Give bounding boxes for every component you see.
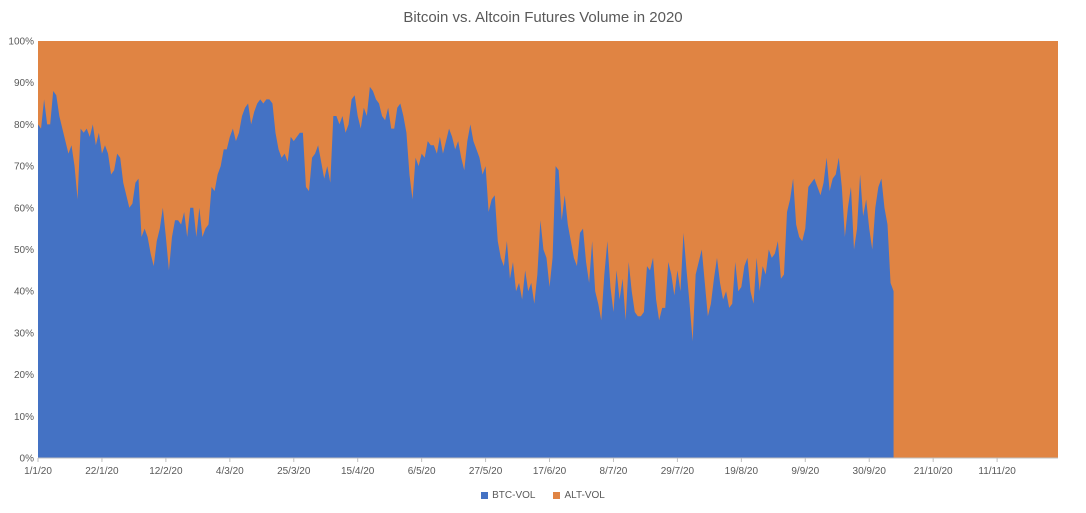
y-tick-label: 90% — [14, 78, 34, 89]
y-tick-label: 100% — [8, 37, 34, 48]
x-tick-label: 6/5/20 — [408, 466, 436, 477]
x-tick-label: 27/5/20 — [469, 466, 503, 477]
btc-vol-area — [38, 86, 894, 459]
x-axis: 1/1/20 22/1/20 12/2/20 4/3/20 25/3/20 15/4/20… — [24, 457, 1058, 477]
y-tick-label: 40% — [14, 287, 34, 298]
y-tick-label: 30% — [14, 328, 34, 339]
legend-swatch-alt — [553, 492, 561, 499]
y-axis: 0% 10% 20% 30% 40% 50% 60% 70% 80% 90% 100% — [8, 37, 34, 465]
x-tick-label: 21/10/20 — [914, 466, 953, 477]
plot-area — [38, 41, 1058, 459]
legend-label-btc: BTC-VOL — [492, 490, 536, 501]
x-tick-label: 11/11/20 — [978, 466, 1016, 477]
x-tick-label: 1/1/20 — [24, 466, 52, 477]
x-tick-label: 22/1/20 — [85, 466, 119, 477]
legend-item-alt: ALT-VOL — [553, 490, 605, 501]
y-tick-label: 50% — [14, 245, 34, 256]
chart-title: Bitcoin vs. Altcoin Futures Volume in 20… — [403, 9, 682, 26]
x-tick-label: 29/7/20 — [661, 466, 695, 477]
x-tick-label: 8/7/20 — [600, 466, 628, 477]
legend-swatch-btc — [481, 492, 489, 499]
x-tick-label: 19/8/20 — [725, 466, 759, 477]
x-tick-label: 25/3/20 — [277, 466, 311, 477]
x-tick-label: 4/3/20 — [216, 466, 244, 477]
x-tick-label: 17/6/20 — [533, 466, 567, 477]
y-tick-label: 10% — [14, 412, 34, 423]
legend-item-btc: BTC-VOL — [481, 490, 535, 501]
legend: BTC-VOL ALT-VOL — [0, 490, 1086, 501]
x-tick-label: 9/9/20 — [791, 466, 819, 477]
legend-label-alt: ALT-VOL — [564, 490, 605, 501]
x-tick-label: 12/2/20 — [149, 466, 183, 477]
x-tick-label: 15/4/20 — [341, 466, 375, 477]
y-tick-label: 0% — [20, 454, 35, 465]
x-tick-label: 30/9/20 — [853, 466, 887, 477]
y-tick-label: 70% — [14, 162, 34, 173]
y-tick-label: 80% — [14, 120, 34, 131]
y-tick-label: 20% — [14, 370, 34, 381]
y-tick-label: 60% — [14, 203, 34, 214]
